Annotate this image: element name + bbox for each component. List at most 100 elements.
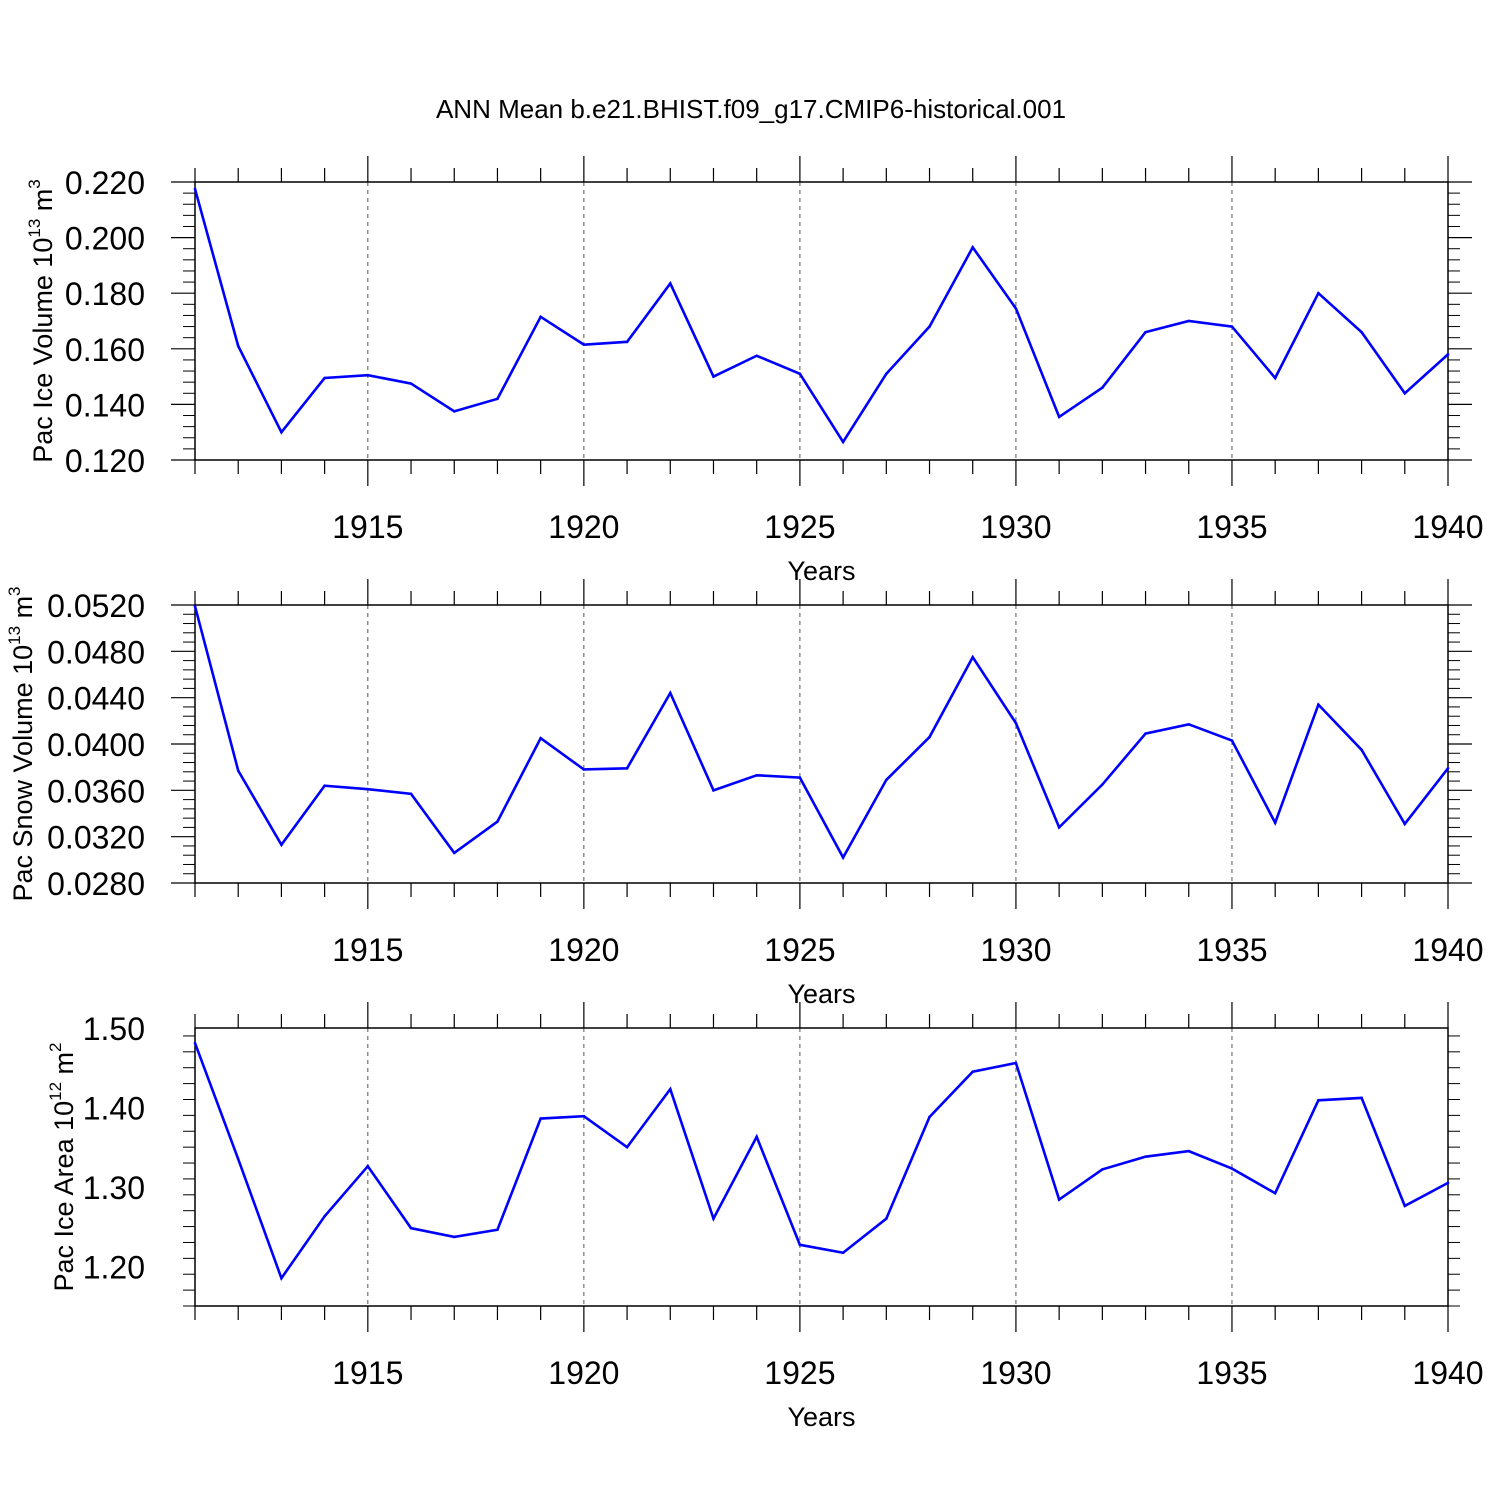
figure: ANN Mean b.e21.BHIST.f09_g17.CMIP6-histo… bbox=[0, 0, 1500, 1500]
y-axis-label-unit: m bbox=[28, 189, 58, 219]
y-axis-label-unit: m bbox=[8, 596, 38, 626]
x-tick-label: 1930 bbox=[980, 509, 1051, 545]
data-point bbox=[842, 1251, 845, 1254]
data-point bbox=[1015, 1062, 1018, 1065]
data-point bbox=[583, 343, 586, 346]
data-point bbox=[1101, 1168, 1104, 1171]
y-tick-label: 0.220 bbox=[65, 165, 145, 201]
y-tick-label: 0.200 bbox=[65, 221, 145, 257]
y-tick-label: 0.0400 bbox=[47, 727, 145, 763]
y-axis-label: Pac Ice Volume 1013 m3 bbox=[25, 179, 58, 463]
x-tick-label: 1915 bbox=[332, 509, 403, 545]
figure-title: ANN Mean b.e21.BHIST.f09_g17.CMIP6-histo… bbox=[436, 94, 1066, 124]
data-point bbox=[928, 736, 931, 739]
y-tick-label: 0.120 bbox=[65, 443, 145, 479]
panel-snow-volume: 0.0280 0.0320 0.0360 0.0400 0.0440 0.0480 0.05… bbox=[5, 579, 1484, 1009]
y-axis-label-exponent: 13 bbox=[25, 219, 44, 238]
x-tick-label: 1930 bbox=[980, 1355, 1051, 1391]
data-point bbox=[712, 1217, 715, 1220]
data-point bbox=[453, 1236, 456, 1239]
data-point bbox=[1447, 353, 1450, 356]
data-point bbox=[626, 767, 629, 770]
panel-ice-volume: 0.120 0.140 0.160 0.180 0.200 0.220 1915 1920 19… bbox=[25, 156, 1484, 586]
data-point bbox=[1144, 732, 1147, 735]
x-tick-label: 1925 bbox=[764, 509, 835, 545]
data-point bbox=[496, 398, 499, 401]
data-point bbox=[237, 1158, 240, 1161]
data-point bbox=[755, 1136, 758, 1139]
y-tick-label: 0.0320 bbox=[47, 820, 145, 856]
data-point bbox=[1231, 739, 1234, 742]
data-point bbox=[237, 345, 240, 348]
data-point bbox=[885, 373, 888, 376]
data-point bbox=[367, 788, 370, 791]
y-tick-label: 0.180 bbox=[65, 276, 145, 312]
data-point bbox=[799, 373, 802, 376]
y-axis-label-main: Pac Ice Area 10 bbox=[49, 1101, 79, 1292]
data-point bbox=[626, 1146, 629, 1149]
y-tick-label: 1.40 bbox=[83, 1090, 145, 1126]
data-point bbox=[1274, 377, 1277, 380]
x-tick-label: 1915 bbox=[332, 932, 403, 968]
data-point bbox=[1447, 1182, 1450, 1185]
data-point bbox=[1015, 307, 1018, 310]
y-tick-label: 0.160 bbox=[65, 332, 145, 368]
data-point bbox=[1403, 823, 1406, 826]
data-point bbox=[1187, 320, 1190, 323]
data-point bbox=[669, 282, 672, 285]
data-point bbox=[323, 1215, 326, 1218]
data-point bbox=[1317, 703, 1320, 706]
y-tick-label: 1.50 bbox=[83, 1011, 145, 1047]
y-axis-label: Pac Snow Volume 1013 m3 bbox=[5, 586, 38, 901]
data-point bbox=[323, 784, 326, 787]
x-tick-label: 1940 bbox=[1412, 932, 1483, 968]
x-tick-label: 1915 bbox=[332, 1355, 403, 1391]
y-axis-label-unit-exponent: 2 bbox=[46, 1042, 65, 1051]
x-tick-label: 1925 bbox=[764, 932, 835, 968]
data-point bbox=[1274, 1192, 1277, 1195]
data-point bbox=[971, 246, 974, 249]
data-point bbox=[453, 852, 456, 855]
y-axis-label-unit: m bbox=[49, 1052, 79, 1082]
data-point bbox=[626, 341, 629, 344]
data-point bbox=[799, 776, 802, 779]
x-tick-label: 1930 bbox=[980, 932, 1051, 968]
plot-frame bbox=[195, 1028, 1448, 1306]
data-point bbox=[194, 605, 197, 608]
y-axis-label-exponent: 13 bbox=[5, 626, 24, 645]
data-point bbox=[280, 1277, 283, 1280]
plot-frame bbox=[195, 605, 1448, 883]
data-point bbox=[755, 354, 758, 357]
y-axis-label-unit-exponent: 3 bbox=[25, 179, 44, 188]
data-point bbox=[410, 382, 413, 385]
data-point bbox=[410, 793, 413, 796]
y-tick-label: 0.0480 bbox=[47, 634, 145, 670]
figure-svg: ANN Mean b.e21.BHIST.f09_g17.CMIP6-histo… bbox=[0, 0, 1500, 1500]
x-axis-label: Years bbox=[787, 979, 855, 1009]
data-point bbox=[1274, 821, 1277, 824]
data-point bbox=[1403, 1205, 1406, 1208]
data-point bbox=[885, 779, 888, 782]
data-point bbox=[971, 1070, 974, 1073]
data-point bbox=[1058, 826, 1061, 829]
data-point bbox=[583, 768, 586, 771]
data-point bbox=[1360, 748, 1363, 751]
data-point bbox=[1058, 1198, 1061, 1201]
x-tick-label: 1920 bbox=[548, 1355, 619, 1391]
data-point bbox=[539, 1117, 542, 1120]
data-point bbox=[1187, 1150, 1190, 1153]
x-tick-label: 1925 bbox=[764, 1355, 835, 1391]
y-tick-label: 1.20 bbox=[83, 1249, 145, 1285]
y-axis-label-exponent: 12 bbox=[46, 1082, 65, 1101]
data-point bbox=[971, 656, 974, 659]
data-point bbox=[1447, 767, 1450, 770]
data-point bbox=[323, 377, 326, 380]
panel-ice-area: 1.20 1.30 1.40 1.50 1915 1920 1925 1930 1935 1940… bbox=[46, 1002, 1484, 1432]
data-point bbox=[885, 1217, 888, 1220]
data-point bbox=[496, 1228, 499, 1231]
data-point bbox=[842, 441, 845, 444]
y-axis-label-unit-exponent: 3 bbox=[5, 586, 24, 595]
data-point bbox=[669, 1088, 672, 1091]
data-point bbox=[1187, 723, 1190, 726]
data-point bbox=[1360, 331, 1363, 334]
